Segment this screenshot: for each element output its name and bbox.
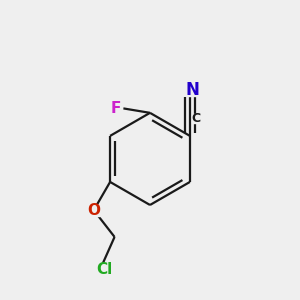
Bar xyxy=(187,85,199,96)
Text: O: O xyxy=(87,203,100,218)
Text: F: F xyxy=(111,101,121,116)
Bar xyxy=(88,205,100,216)
Text: Cl: Cl xyxy=(96,262,112,277)
Bar xyxy=(110,103,122,114)
Bar xyxy=(96,263,112,275)
Bar xyxy=(192,114,201,123)
Text: N: N xyxy=(186,81,200,99)
Text: C: C xyxy=(192,112,201,125)
